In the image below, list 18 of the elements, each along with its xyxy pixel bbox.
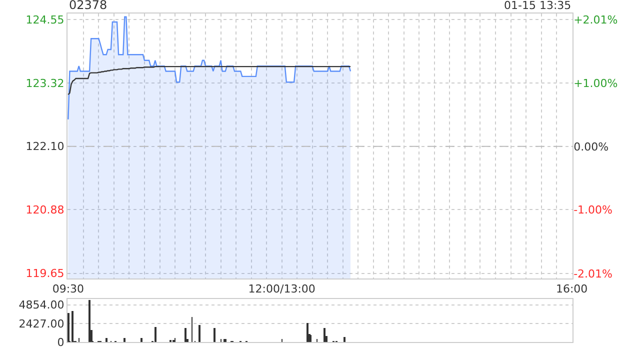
y2-tick-label: +2.01% xyxy=(574,13,618,26)
y-tick-label: 122.10 xyxy=(26,140,64,154)
y-tick-label: 0 xyxy=(57,336,64,350)
text: 01-15 13:35 xyxy=(504,0,572,12)
y-tick-label: 123.32 xyxy=(26,77,64,90)
chart-title: 02378 xyxy=(69,0,108,12)
y-tick-label: 4854.00 xyxy=(18,298,64,312)
y-tick-label: 124.55 xyxy=(26,13,64,26)
y-tick-label: 120.88 xyxy=(26,203,64,216)
x-tick-label: 12:00/13:00 xyxy=(248,282,316,296)
x-tick-label: 16:00 xyxy=(556,282,588,296)
x-tick-label: 09:30 xyxy=(52,282,84,296)
y2-tick-label: 0.00% xyxy=(574,140,609,154)
y-tick-label: 119.65 xyxy=(26,267,64,280)
y-tick-label: 2427.00 xyxy=(18,317,64,330)
y2-tick-label: +1.00% xyxy=(574,77,618,90)
y2-tick-label: -2.01% xyxy=(574,267,612,280)
y2-tick-label: -1.00% xyxy=(574,203,612,216)
